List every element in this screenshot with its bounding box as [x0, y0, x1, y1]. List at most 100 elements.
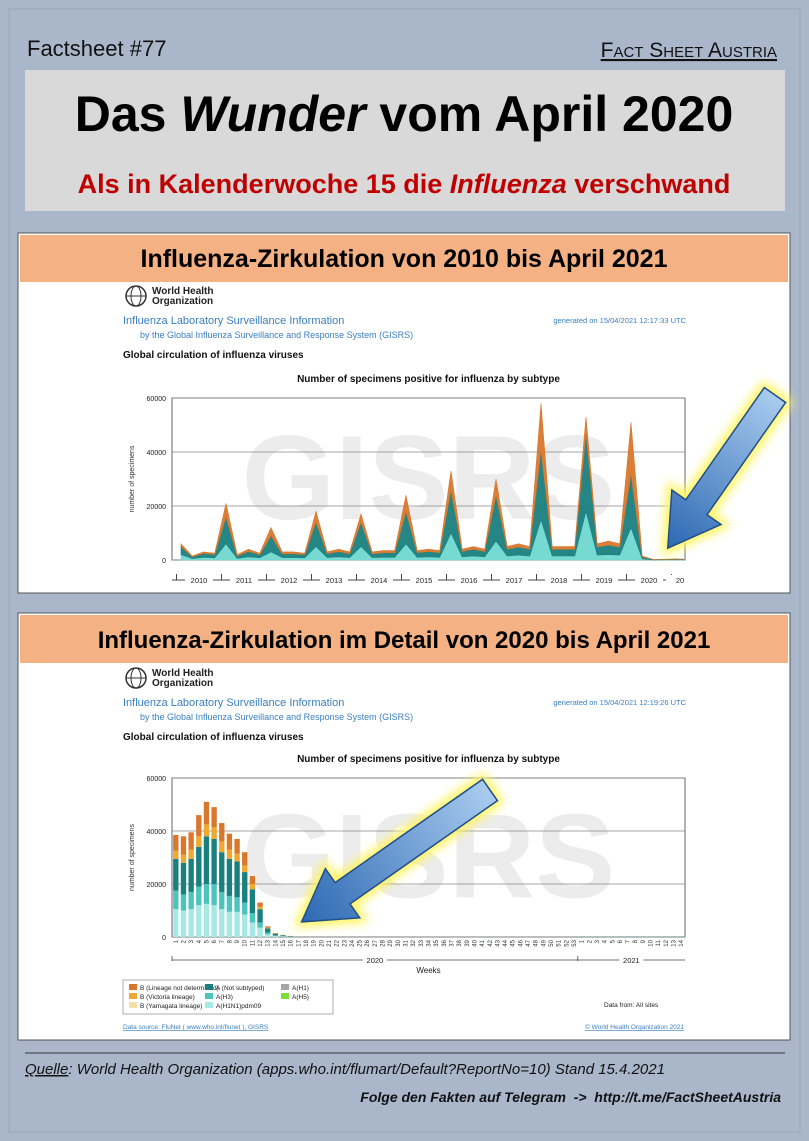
legend-label: A(H5): [292, 994, 309, 1001]
x-tick-label: 2013: [326, 576, 343, 585]
watermark: GISRS: [242, 411, 615, 545]
bar-segment: [173, 909, 179, 937]
x-tick-label: 51: [557, 939, 563, 946]
bar-segment: [211, 838, 217, 884]
y-tick-label: 20000: [147, 882, 167, 889]
x-tick-label: 15: [281, 939, 287, 946]
bar-segment: [265, 926, 271, 928]
x-tick-label: 48: [534, 939, 540, 946]
title-box: [25, 70, 785, 211]
subtitle-part: Als in Kalenderwoche 15 die: [78, 169, 450, 199]
x-tick-label: 18: [304, 939, 310, 946]
x-tick-label: 46: [518, 939, 524, 946]
bar-segment: [272, 935, 279, 936]
legend-label: B (Yamagata lineage): [140, 1003, 202, 1010]
bar-segment: [234, 838, 240, 854]
bar-segment: [226, 858, 233, 896]
bar-segment: [234, 853, 240, 862]
bar-segment: [180, 910, 187, 937]
x-tick-label: 45: [511, 939, 517, 946]
legend-label: A(H1): [292, 985, 309, 992]
x-tick-label: 13: [672, 939, 678, 946]
bar-segment: [219, 891, 225, 910]
x-tick-label: 50: [549, 939, 555, 946]
x-tick-label: 6: [618, 939, 624, 943]
x-tick-label: 14: [273, 939, 279, 946]
bar-segment: [234, 897, 240, 912]
bar-segment: [196, 846, 202, 887]
bar-segment: [249, 889, 256, 914]
source-label: Quelle: [25, 1061, 68, 1078]
x-tick-label: 16: [289, 939, 295, 946]
y-tick-label: 20000: [147, 504, 167, 511]
x-tick-label: 43: [495, 939, 501, 946]
legend-box: [122, 979, 334, 1015]
bar-segment: [249, 884, 256, 890]
x-tick-label: 39: [465, 939, 471, 946]
bar-segment: [219, 852, 225, 892]
watermark: GISRS: [242, 790, 615, 924]
area: [180, 403, 684, 560]
subtitle: Als in Kalenderwoche 15 die Influenza ve…: [78, 169, 731, 199]
legend-swatch: [281, 993, 289, 999]
bar-segment: [180, 836, 187, 855]
x-tick-label: 4: [603, 939, 609, 943]
x-tick-label: 5: [610, 939, 616, 943]
subtitle-emphasis: Influenza: [450, 169, 567, 199]
bar-segment: [188, 858, 194, 892]
y-tick-label: 60000: [147, 396, 167, 403]
x-tick-label: 30: [396, 939, 402, 946]
x-tick-label: 17: [296, 939, 302, 946]
x-tick-label: 34: [427, 939, 433, 946]
panel-heading: Influenza-Zirkulation von 2010 bis April…: [141, 245, 668, 273]
legend-swatch: [205, 993, 213, 999]
x-tick-label: 2020: [641, 576, 658, 585]
x-tick-label: 32: [411, 939, 417, 946]
x-tick-label: 12: [258, 939, 264, 946]
arrow-body: [300, 778, 499, 923]
x-tick-label-bg: [230, 575, 258, 585]
x-tick-label-bg: [455, 575, 483, 585]
data-source: Data source: FluNet ( www.who.int/flunet…: [123, 1024, 269, 1031]
report-title: Influenza Laboratory Surveillance Inform…: [123, 697, 344, 709]
y-tick-label: 0: [162, 558, 166, 565]
x-tick-label: 20: [676, 576, 684, 585]
arrow-body: [666, 386, 787, 550]
x-tick-label: 2014: [371, 576, 388, 585]
y-axis-label: number of specimens: [129, 824, 136, 891]
legend-swatch: [129, 1002, 137, 1008]
legend-label: B (Lineage not determined): [140, 985, 219, 992]
x-tick-label: 53: [572, 939, 578, 946]
legend-label: B (Victoria lineage): [140, 994, 195, 1001]
legend-label: A(H1N1)pdm09: [216, 1003, 262, 1010]
legend-label: A (Not subtyped): [216, 985, 264, 992]
x-tick-label-bg: [320, 575, 348, 585]
bar-segment: [180, 862, 187, 895]
x-tick-label: 49: [541, 939, 547, 946]
x-tick-label: 5: [204, 939, 210, 943]
bar-segment: [211, 827, 217, 839]
x-tick-label-bg: [590, 575, 618, 585]
x-tick-label: 2: [587, 939, 593, 943]
bar-segment: [257, 906, 263, 910]
bar-segment: [196, 836, 202, 847]
year-label: 2021: [623, 956, 640, 965]
bar-segment: [180, 894, 187, 911]
x-tick-label: 1: [580, 939, 586, 943]
x-tick-label: 2: [181, 939, 187, 943]
chart-title: Number of specimens positive for influen…: [297, 374, 560, 385]
org-name: Organization: [152, 296, 213, 307]
bar-segment: [173, 858, 179, 891]
x-tick-label: 40: [472, 939, 478, 946]
bar-segment: [203, 801, 210, 825]
x-tick-label: 44: [503, 939, 509, 946]
bar-segment: [219, 823, 225, 842]
title: Das Wunder vom April 2020: [75, 86, 734, 142]
panel-heading: Influenza-Zirkulation im Detail von 2020…: [98, 627, 711, 654]
x-tick-label: 2012: [281, 576, 298, 585]
x-tick-label: 26: [365, 939, 371, 946]
bar-segment: [234, 861, 240, 898]
legend-swatch: [129, 984, 137, 990]
